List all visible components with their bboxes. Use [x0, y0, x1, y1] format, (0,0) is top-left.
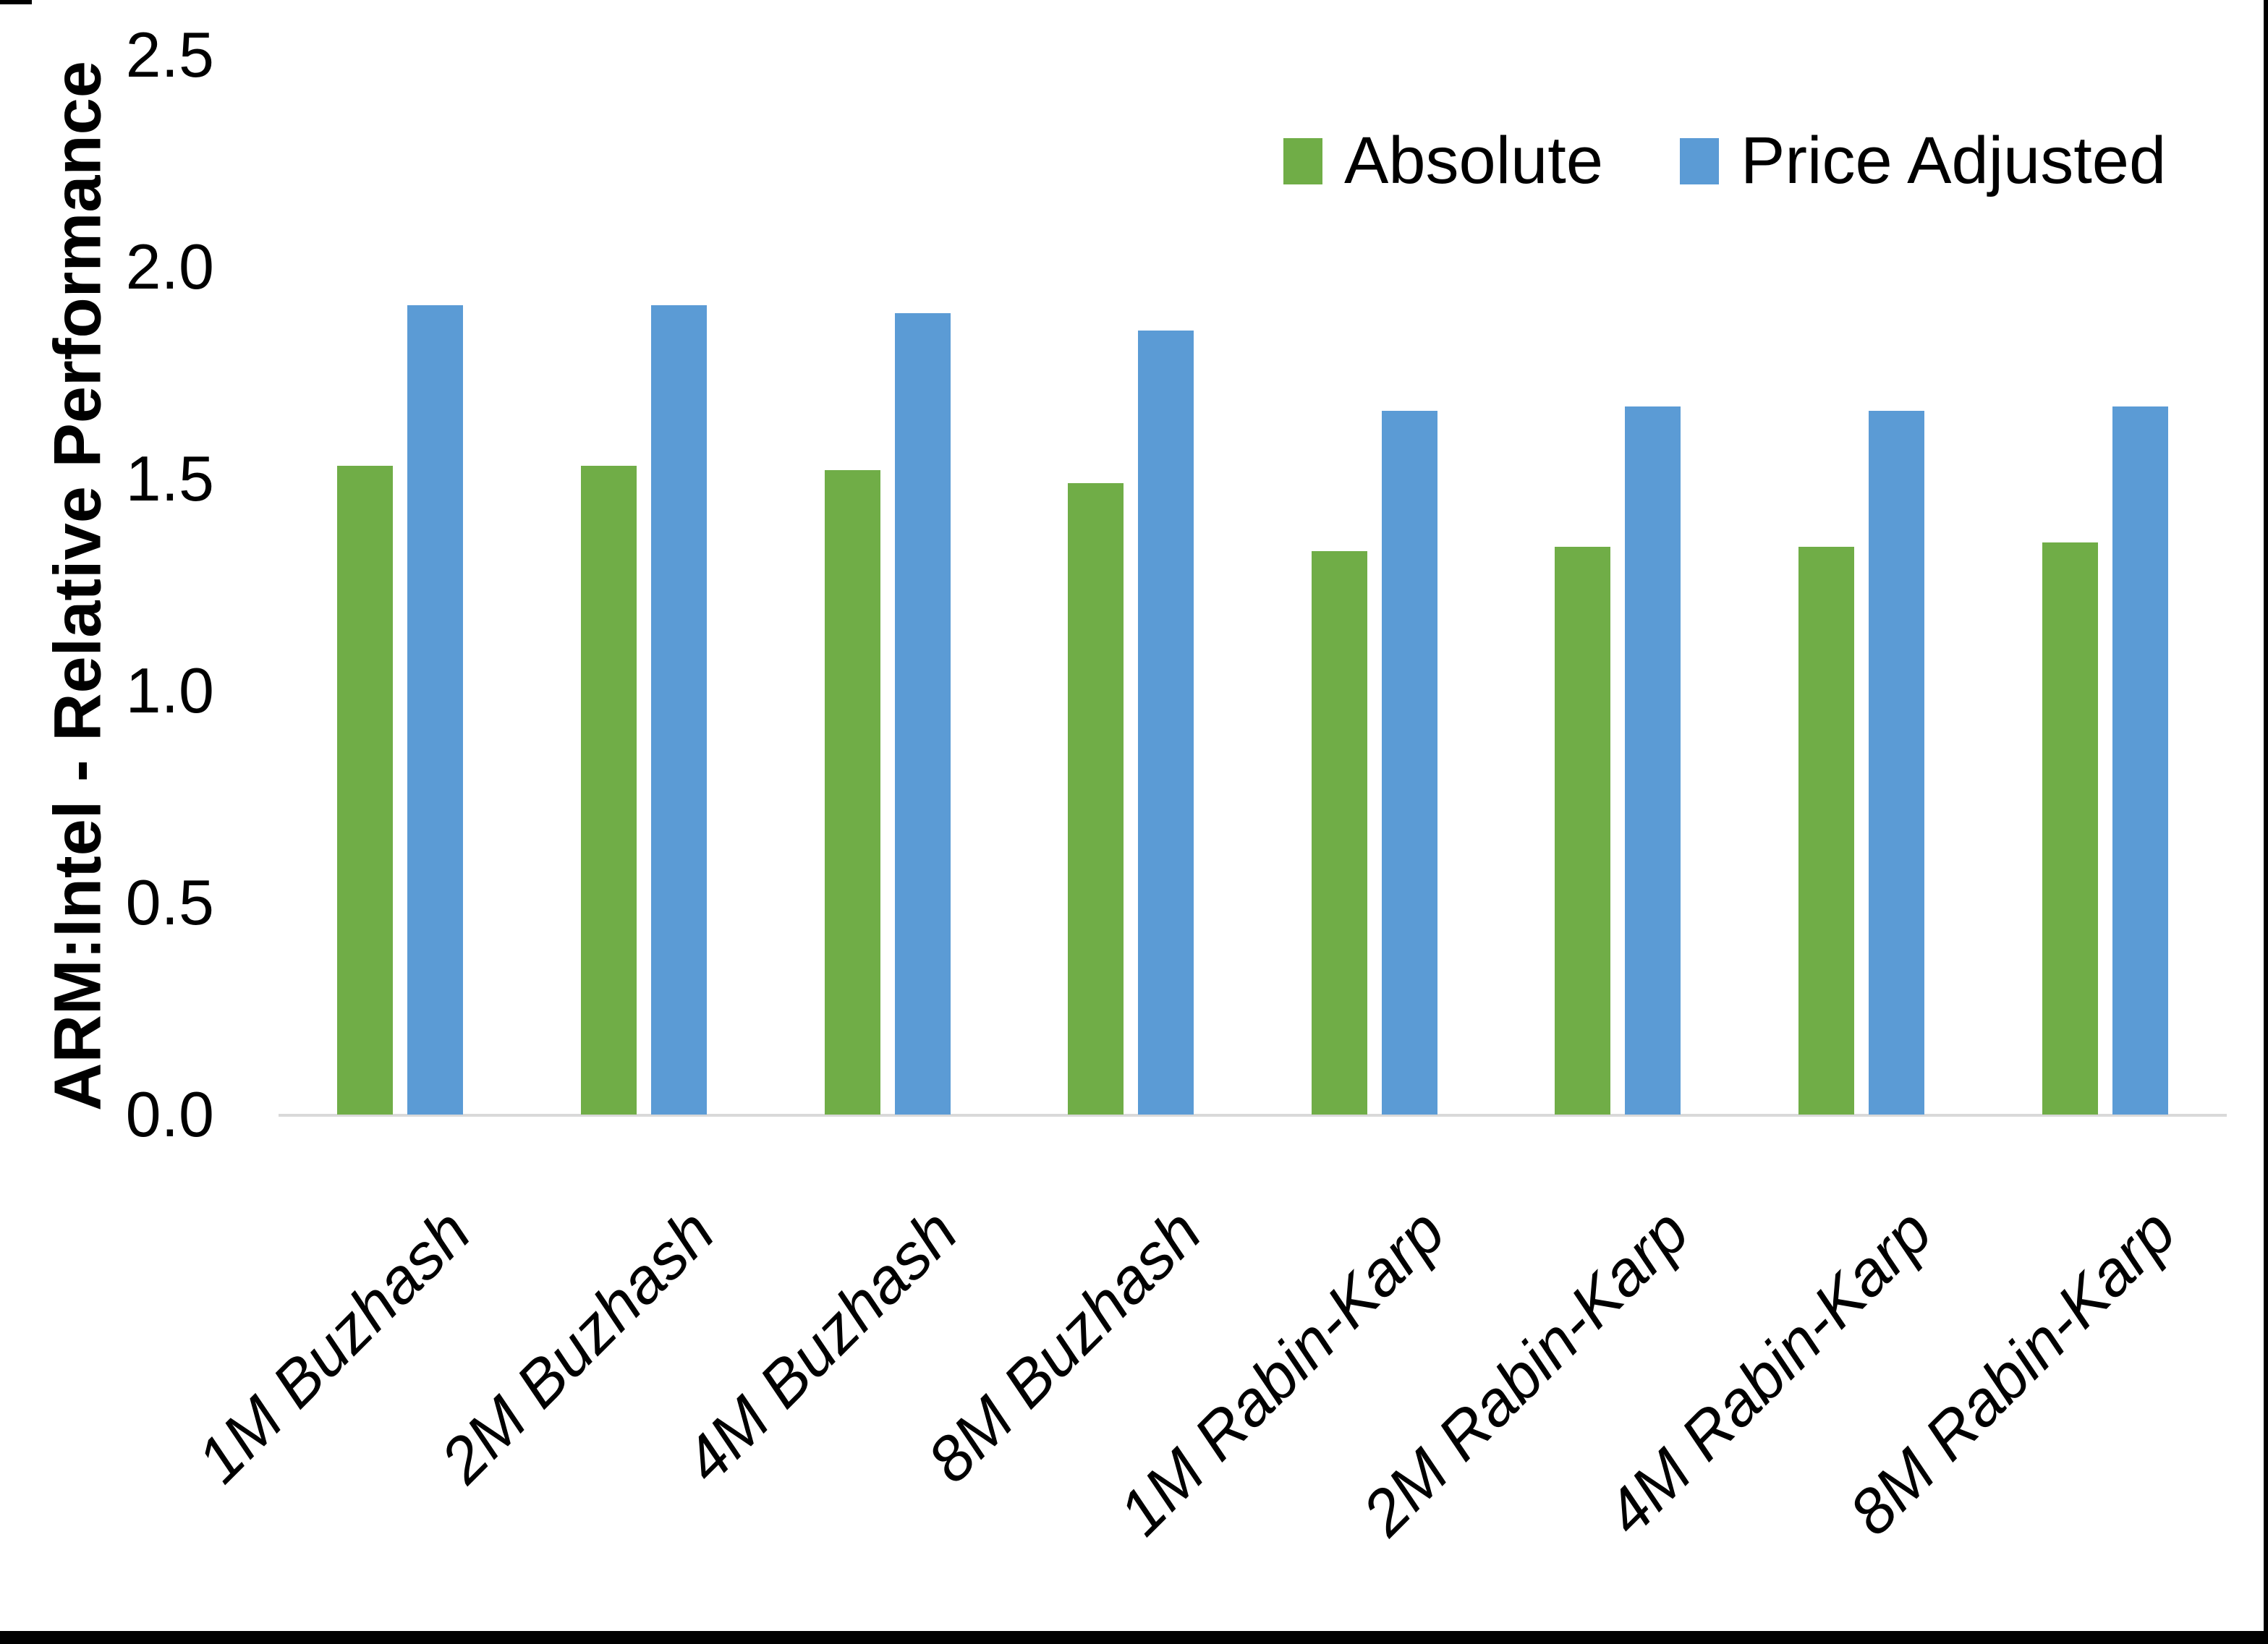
legend-swatch-icon — [1283, 137, 1322, 184]
y-axis-title: ARM:Intel - Relative Performance — [41, 61, 115, 1111]
bar-price-adjusted-2m-rabin-karp — [1625, 406, 1681, 1115]
legend-swatch-icon — [1680, 137, 1719, 184]
bar-absolute-1m-rabin-karp — [1311, 551, 1367, 1115]
legend-label: Absolute — [1344, 124, 1604, 197]
frame-right-border — [2264, 0, 2268, 1644]
y-tick-label-0.5: 0.5 — [125, 866, 214, 938]
y-tick-label-1.0: 1.0 — [125, 654, 214, 726]
plot-area — [279, 0, 2227, 1115]
y-tick-label-2.0: 2.0 — [125, 230, 214, 302]
y-tick-label-0.0: 0.0 — [125, 1078, 214, 1150]
y-tick-label-1.5: 1.5 — [125, 442, 214, 514]
bar-price-adjusted-8m-rabin-karp — [2112, 406, 2168, 1115]
bar-absolute-2m-rabin-karp — [1555, 547, 1611, 1115]
bar-price-adjusted-8m-buzhash — [1138, 331, 1194, 1115]
legend-item-price-adjusted: Price Adjusted — [1680, 123, 2166, 199]
bar-price-adjusted-1m-buzhash — [407, 305, 464, 1115]
x-axis-baseline — [279, 1114, 2227, 1117]
bar-absolute-8m-rabin-karp — [2042, 542, 2098, 1115]
legend-item-absolute: Absolute — [1283, 123, 1603, 199]
bar-price-adjusted-2m-buzhash — [650, 305, 707, 1115]
bar-price-adjusted-4m-buzhash — [894, 313, 951, 1115]
bar-price-adjusted-4m-rabin-karp — [1868, 411, 1924, 1115]
legend-label: Price Adjusted — [1741, 124, 2167, 197]
frame-bottom-border — [0, 1631, 2268, 1644]
frame-topleft-mark — [0, 0, 32, 4]
bar-absolute-2m-buzhash — [580, 466, 637, 1115]
bar-absolute-4m-rabin-karp — [1798, 547, 1854, 1115]
bar-price-adjusted-1m-rabin-karp — [1381, 411, 1437, 1115]
y-tick-label-2.5: 2.5 — [125, 18, 214, 90]
bar-absolute-4m-buzhash — [824, 470, 880, 1115]
bar-absolute-8m-buzhash — [1068, 483, 1124, 1115]
bar-absolute-1m-buzhash — [337, 466, 394, 1115]
